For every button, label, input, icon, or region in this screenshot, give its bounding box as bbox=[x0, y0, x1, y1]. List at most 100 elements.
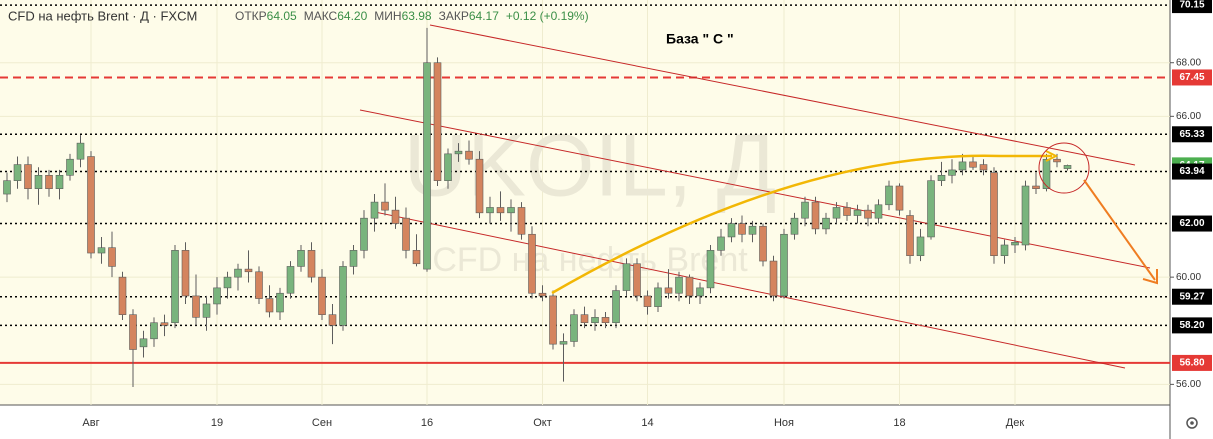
legend-label: ЗАКР bbox=[439, 9, 469, 23]
candle-body bbox=[591, 317, 599, 324]
candle-body bbox=[265, 298, 274, 313]
forecast-arrowhead bbox=[1142, 269, 1158, 285]
legend-value: 64.05 bbox=[267, 9, 297, 23]
annotation: База " С " bbox=[666, 31, 734, 47]
trend-lines bbox=[359, 24, 1151, 369]
legend-value: 64.20 bbox=[337, 9, 367, 23]
highlight-circle bbox=[1038, 142, 1090, 194]
x-tick-label: Сен bbox=[312, 417, 332, 429]
candle-body bbox=[244, 268, 253, 273]
candle-body bbox=[465, 150, 473, 160]
candle-body bbox=[454, 150, 463, 155]
y-tick-label: 68.00 bbox=[1176, 57, 1201, 68]
candle-body bbox=[885, 185, 893, 206]
settings-icon[interactable] bbox=[1186, 417, 1198, 429]
candle-body bbox=[381, 201, 389, 211]
candle-body bbox=[402, 217, 410, 251]
candle-body bbox=[1000, 244, 1009, 257]
candle-body bbox=[370, 201, 379, 219]
legend-label: МИН bbox=[374, 9, 401, 23]
level-label: 67.45 bbox=[1179, 72, 1204, 83]
candle-body bbox=[780, 233, 788, 297]
candle-body bbox=[1063, 165, 1072, 169]
chart-title: CFD на нефть Brent · Д · FXCM bbox=[8, 8, 197, 23]
candle-body bbox=[507, 207, 515, 214]
level-label: 56.80 bbox=[1179, 358, 1204, 369]
candle-body bbox=[612, 290, 620, 324]
candle-body bbox=[727, 223, 736, 238]
x-tick-label: Ноя bbox=[774, 417, 794, 429]
candle-body bbox=[444, 153, 452, 181]
candle-body bbox=[45, 174, 53, 189]
x-tick-label: Авг bbox=[82, 417, 99, 429]
candle-body bbox=[958, 161, 967, 171]
candle-body bbox=[255, 271, 263, 299]
candle-body bbox=[24, 164, 32, 189]
candle-body bbox=[412, 250, 421, 265]
x-tick-label: Дек bbox=[1006, 417, 1025, 429]
watermark-symbol: UKOIL, Д bbox=[404, 115, 777, 214]
candle-body bbox=[486, 207, 494, 214]
level-label-box bbox=[1172, 163, 1212, 180]
candle-body bbox=[360, 217, 368, 251]
candle-body bbox=[339, 266, 347, 326]
candle-body bbox=[286, 266, 295, 294]
candle-body bbox=[1021, 185, 1030, 246]
candle-body bbox=[937, 174, 946, 181]
candle-body bbox=[990, 172, 998, 257]
gear-center[interactable] bbox=[1190, 421, 1194, 425]
drawings bbox=[551, 142, 1158, 295]
candle-body bbox=[916, 236, 925, 257]
plot-background bbox=[0, 0, 1170, 405]
candle-body bbox=[811, 201, 820, 230]
ohlc-legend: ОТКР 64.05 МАКС 64.20 МИН 63.98 ЗАКР 64.17 +0.12… bbox=[235, 9, 589, 23]
candle-body bbox=[87, 156, 95, 254]
y-tick-label: 56.00 bbox=[1176, 379, 1201, 390]
candle-body bbox=[685, 276, 694, 297]
candle-body bbox=[517, 207, 526, 235]
candle-body bbox=[1032, 185, 1040, 189]
candle-body bbox=[769, 260, 778, 297]
candle-body bbox=[307, 250, 316, 278]
candle-body bbox=[192, 295, 200, 318]
candle-body bbox=[433, 62, 442, 181]
candle-body bbox=[570, 314, 578, 342]
candle-body bbox=[664, 287, 673, 294]
level-label: 65.33 bbox=[1179, 129, 1204, 140]
level-label: 59.27 bbox=[1179, 291, 1204, 302]
legend-change: +0.12 (+0.19%) bbox=[506, 9, 589, 23]
candle-body bbox=[328, 314, 337, 326]
candle-body bbox=[349, 250, 358, 267]
candle-body bbox=[549, 295, 557, 345]
candle-body bbox=[979, 164, 988, 171]
candle-body bbox=[66, 158, 74, 176]
level-label: 58.20 bbox=[1179, 320, 1204, 331]
candle-body bbox=[948, 169, 956, 176]
candle-body bbox=[423, 62, 431, 270]
candle-body bbox=[528, 233, 536, 294]
candle-body bbox=[223, 276, 232, 289]
candle-body bbox=[76, 142, 85, 160]
gear[interactable] bbox=[1186, 417, 1198, 429]
candle-body bbox=[706, 250, 715, 289]
candle-body bbox=[874, 204, 883, 219]
candle-body bbox=[108, 247, 116, 267]
watermark: UKOIL, Д CFD на нефть Brent bbox=[404, 115, 777, 279]
x-tick-label: 14 bbox=[641, 417, 653, 429]
candle-body bbox=[97, 247, 106, 254]
level-label-box bbox=[1172, 317, 1212, 334]
candle-body bbox=[160, 322, 169, 326]
candle-body bbox=[150, 322, 158, 340]
axes: 56.00 60.00 66.00 68.00 Авг 19 Сен 16 Окт 14 Ноя 18… bbox=[82, 57, 1201, 429]
candle-body bbox=[55, 174, 64, 189]
levels: 70.15 67.45 65.33 64.17 63.94 62.00 59.27 58.20… bbox=[0, 0, 1212, 371]
level-label: 62.00 bbox=[1179, 218, 1204, 229]
candle-body bbox=[633, 263, 641, 297]
candle-body bbox=[129, 314, 137, 350]
candle-body bbox=[475, 158, 484, 214]
yellow-curve bbox=[551, 154, 1052, 295]
candle-body bbox=[496, 207, 505, 214]
level-label-box bbox=[1172, 69, 1212, 86]
candle-body bbox=[601, 317, 610, 324]
candle-body bbox=[1011, 242, 1019, 246]
